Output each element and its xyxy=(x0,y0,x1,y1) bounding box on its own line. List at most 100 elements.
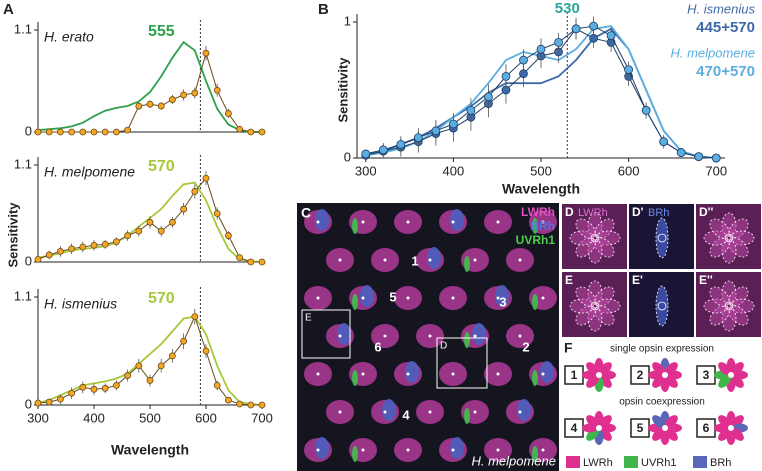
data-point xyxy=(146,377,154,384)
cell-center xyxy=(406,296,410,300)
ommatidium-number: 6 xyxy=(374,339,381,354)
petal xyxy=(586,415,600,429)
legend-name: H. ismenius xyxy=(687,1,755,16)
x-tick-label: 300 xyxy=(355,163,377,178)
legend-swatch xyxy=(693,456,707,468)
data-point xyxy=(589,21,598,31)
data-point xyxy=(378,145,388,155)
data-point xyxy=(113,238,120,246)
data-point xyxy=(258,401,266,409)
data-point xyxy=(213,86,221,94)
micrograph xyxy=(304,209,557,462)
cell-brh xyxy=(495,285,509,307)
data-point xyxy=(90,241,98,249)
data-point xyxy=(213,381,221,389)
flower-center xyxy=(596,372,602,378)
data-point xyxy=(484,92,493,102)
data-point xyxy=(113,128,120,136)
petal xyxy=(730,374,744,388)
data-point xyxy=(124,126,131,134)
cell-uvrh xyxy=(532,218,538,234)
petal xyxy=(718,374,732,388)
cell-center xyxy=(361,296,365,300)
rhabdom xyxy=(724,233,734,243)
data-point xyxy=(448,119,458,129)
tile-label: D xyxy=(565,205,574,219)
cell-center xyxy=(518,410,522,414)
cell-center xyxy=(473,334,477,338)
petal xyxy=(664,415,678,429)
data-point xyxy=(224,232,232,239)
cell-brh xyxy=(360,285,374,307)
item-number: 1 xyxy=(571,368,578,382)
data-point xyxy=(135,227,143,235)
model-curve xyxy=(37,315,263,406)
cell-center xyxy=(383,258,387,262)
data-point xyxy=(124,372,131,379)
data-point xyxy=(34,399,42,407)
cell-center xyxy=(496,220,500,224)
petal xyxy=(586,427,600,441)
cell-uvrh xyxy=(532,294,538,310)
cell-center xyxy=(541,372,545,376)
brh-cell xyxy=(655,217,669,259)
chart-title: H. melpomene xyxy=(44,164,135,180)
legend-name: H. melpomene xyxy=(670,45,755,60)
cell-center xyxy=(361,448,365,452)
y-tick-label: 0 xyxy=(25,396,32,411)
data-point xyxy=(57,395,64,403)
data-point xyxy=(79,128,87,136)
peak-annotation: 555 xyxy=(148,23,175,40)
data-point xyxy=(606,31,616,40)
cell-center xyxy=(496,296,500,300)
data-point xyxy=(168,352,176,360)
data-point xyxy=(146,100,154,108)
x-tick-label: 700 xyxy=(705,163,727,178)
cell-brh xyxy=(405,361,419,383)
petal xyxy=(730,362,744,376)
cell-center xyxy=(473,258,477,262)
tile-label: E xyxy=(565,273,573,287)
flower-center xyxy=(596,425,602,431)
data-point xyxy=(236,254,244,261)
tile-stain: LWRh xyxy=(578,207,608,219)
cell-center xyxy=(428,258,432,262)
tile-label: D'' xyxy=(699,205,714,219)
cell-center xyxy=(496,448,500,452)
petal xyxy=(652,427,666,441)
petal xyxy=(730,427,744,441)
data-point xyxy=(101,240,109,248)
peak-annotation: 570 xyxy=(148,290,175,307)
legend-label: 470+570 xyxy=(696,63,755,80)
data-point xyxy=(641,106,651,115)
data-point xyxy=(191,89,199,97)
data-point xyxy=(34,128,42,136)
cell-center xyxy=(406,372,410,376)
panel-label: C xyxy=(301,205,311,221)
petal xyxy=(598,374,612,388)
y-tick-label: 1.1 xyxy=(14,21,32,36)
data-point xyxy=(519,55,528,65)
data-point xyxy=(157,362,165,370)
data-point xyxy=(224,110,232,117)
peak-annotation: 530 xyxy=(555,0,580,17)
cell-uvrh xyxy=(352,370,358,386)
data-point xyxy=(168,96,176,103)
cell-center xyxy=(473,410,477,414)
cell-center xyxy=(338,334,342,338)
rhabdom xyxy=(590,233,600,243)
flower-center xyxy=(728,372,734,378)
cell-uvrh xyxy=(464,408,470,424)
stain-label: LWRh xyxy=(521,205,555,219)
cell-center xyxy=(316,448,320,452)
cell-center xyxy=(316,372,320,376)
data-point xyxy=(202,174,210,182)
rhabdom xyxy=(657,233,667,243)
petal xyxy=(718,362,732,376)
item-number: 5 xyxy=(637,421,644,435)
cell-brh xyxy=(315,437,329,459)
data-point xyxy=(694,152,704,162)
data-point xyxy=(101,384,109,392)
cell-uvrh xyxy=(464,332,470,348)
